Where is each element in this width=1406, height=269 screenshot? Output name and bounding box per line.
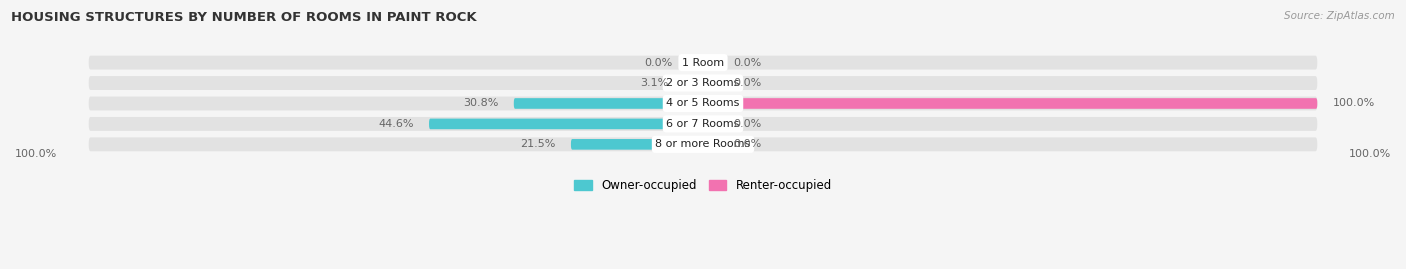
- Text: 21.5%: 21.5%: [520, 139, 555, 149]
- FancyBboxPatch shape: [89, 97, 1317, 111]
- Text: 44.6%: 44.6%: [378, 119, 413, 129]
- Text: 4 or 5 Rooms: 4 or 5 Rooms: [666, 98, 740, 108]
- Text: 100.0%: 100.0%: [1348, 149, 1391, 159]
- FancyBboxPatch shape: [89, 117, 1317, 131]
- Text: 100.0%: 100.0%: [15, 149, 58, 159]
- Text: 0.0%: 0.0%: [734, 78, 762, 88]
- Text: 2 or 3 Rooms: 2 or 3 Rooms: [666, 78, 740, 88]
- Text: 6 or 7 Rooms: 6 or 7 Rooms: [666, 119, 740, 129]
- Text: HOUSING STRUCTURES BY NUMBER OF ROOMS IN PAINT ROCK: HOUSING STRUCTURES BY NUMBER OF ROOMS IN…: [11, 11, 477, 24]
- FancyBboxPatch shape: [89, 56, 1317, 70]
- FancyBboxPatch shape: [571, 139, 703, 150]
- Text: 0.0%: 0.0%: [644, 58, 672, 68]
- Text: 0.0%: 0.0%: [734, 119, 762, 129]
- Text: 100.0%: 100.0%: [1333, 98, 1375, 108]
- Text: 3.1%: 3.1%: [640, 78, 669, 88]
- Text: 1 Room: 1 Room: [682, 58, 724, 68]
- Legend: Owner-occupied, Renter-occupied: Owner-occupied, Renter-occupied: [569, 174, 837, 196]
- Text: 0.0%: 0.0%: [734, 58, 762, 68]
- FancyBboxPatch shape: [683, 78, 703, 88]
- FancyBboxPatch shape: [89, 76, 1317, 90]
- FancyBboxPatch shape: [703, 98, 1317, 109]
- FancyBboxPatch shape: [513, 98, 703, 109]
- Text: 0.0%: 0.0%: [734, 139, 762, 149]
- FancyBboxPatch shape: [429, 119, 703, 129]
- FancyBboxPatch shape: [89, 137, 1317, 151]
- Text: Source: ZipAtlas.com: Source: ZipAtlas.com: [1284, 11, 1395, 21]
- Text: 8 or more Rooms: 8 or more Rooms: [655, 139, 751, 149]
- Text: 30.8%: 30.8%: [463, 98, 499, 108]
